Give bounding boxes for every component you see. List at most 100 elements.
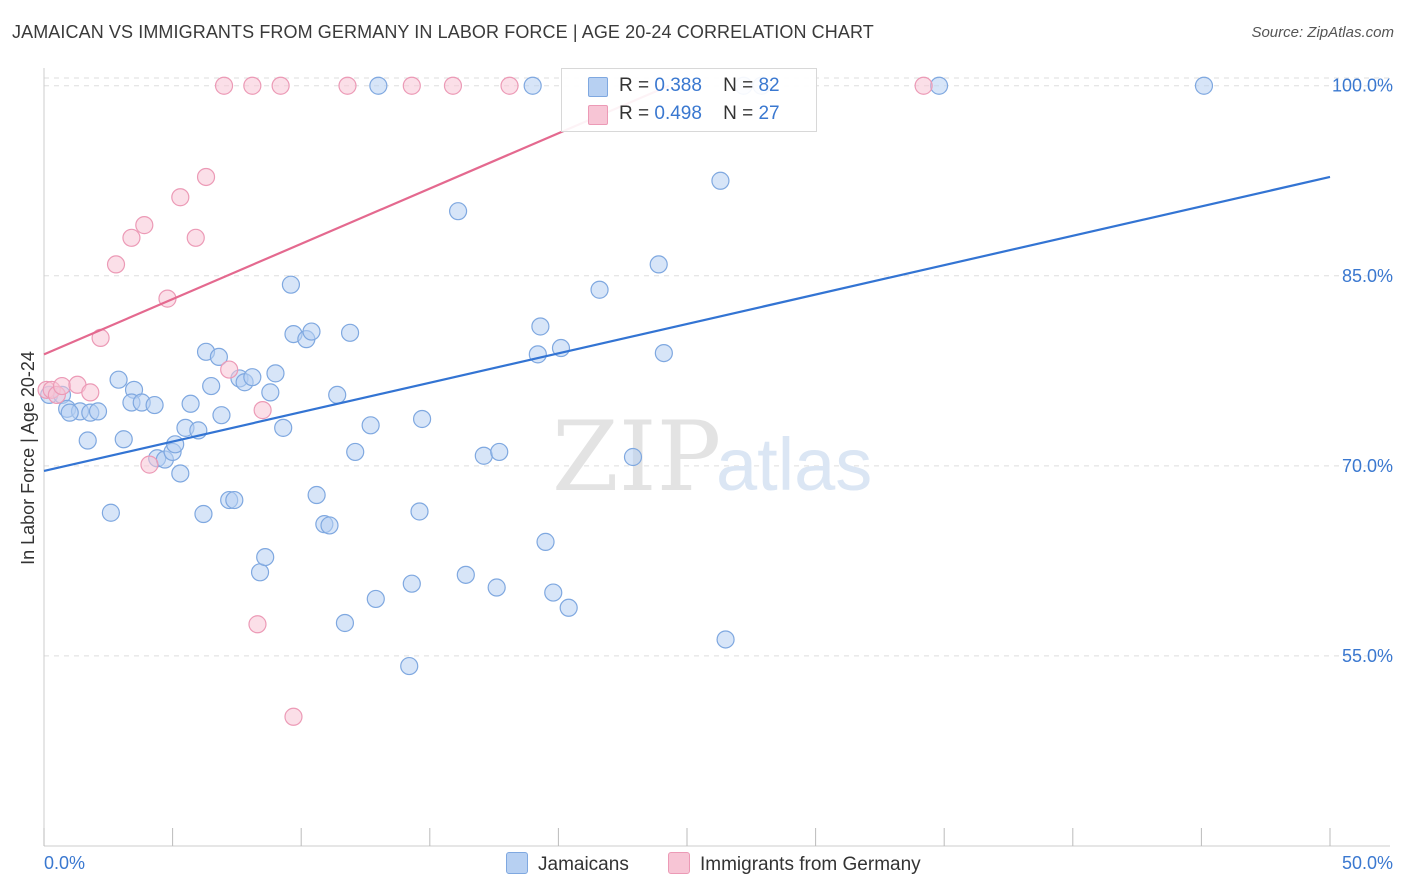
y-tick-label: 70.0% [1342,456,1393,476]
jamaican-point [171,464,190,483]
jamaican-point [274,418,293,437]
germany-point [284,707,303,726]
jamaican-point [202,376,221,396]
germany-point [243,76,262,95]
jamaican-point [361,416,380,435]
jamaican-point [166,435,185,454]
jamaican-point [101,503,120,522]
jamaican-point [929,76,949,95]
germany-point [52,376,72,396]
jamaican-point [1194,76,1214,95]
jamaican-point [335,613,355,633]
legend-r-value-pink: 0.498 [654,103,702,124]
legend-item-jamaicans: Jamaicans [506,852,629,876]
jamaican-point [474,446,493,465]
germany-point [253,401,272,420]
stats-legend: R = 0.388 N = 82 R = 0.498 N = 27 [561,68,817,132]
chart-title: JAMAICAN VS IMMIGRANTS FROM GERMANY IN L… [12,22,874,42]
jamaican-point [654,343,673,363]
axes [43,68,1390,847]
jamaican-point [369,76,388,95]
gridlines [44,77,1390,657]
jamaican-point [212,406,231,425]
jamaican-point [88,402,108,421]
x-tick-label-min: 0.0% [44,853,85,873]
jamaican-point [256,548,275,567]
legend-swatch-blue [588,77,608,97]
jamaican-point [209,347,228,366]
jamaicans-trend-line [43,175,1331,473]
jamaican-point [302,322,321,341]
jamaican-point [487,578,506,597]
watermark-atlas: atlas [716,423,872,506]
germany-point [186,228,205,247]
germany-point [402,76,421,95]
jamaican-point [243,368,262,387]
legend-swatch-pink [668,852,690,874]
germany-point [122,228,141,247]
germany-point [914,76,933,95]
legend-r-label: R = [619,75,650,96]
jamaican-point [649,255,668,274]
jamaican-point [490,442,509,462]
jamaican-point [307,485,326,505]
germany-point [81,383,100,402]
jamaican-point [410,502,429,521]
legend-r-label: R = [619,103,650,124]
germany-point [248,615,267,634]
germany-point [214,76,234,95]
germany-point [443,76,463,95]
jamaican-point [194,504,213,524]
legend-item-germany: Immigrants from Germany [668,852,921,876]
jamaican-point [181,394,200,413]
jamaican-point [328,385,347,405]
germany-point [338,76,357,95]
jamaican-point [145,395,164,415]
jamaican-point [366,589,385,609]
jamaican-point [400,656,419,676]
y-tick-label: 100.0% [1332,76,1393,96]
jamaican-point [340,323,360,342]
y-tick-label: 85.0% [1342,266,1393,286]
germany-point [171,188,190,207]
germany-point [271,76,290,95]
jamaican-point [346,442,365,462]
jamaican-point [448,202,468,221]
y-axis-title: In Labor Force | Age 20-24 [18,351,38,565]
legend-label-jamaicans: Jamaicans [538,854,629,875]
jamaican-point [266,364,285,383]
source-label: Source: ZipAtlas.com [1251,24,1394,41]
jamaican-point [536,532,555,551]
jamaican-point [281,275,301,294]
jamaican-point [402,574,421,593]
jamaican-point [114,430,133,449]
germany-points [37,76,933,726]
legend-n-label: N = [723,103,754,124]
legend-swatch-blue [506,852,528,874]
germany-point [196,167,216,187]
jamaican-point [523,76,542,95]
jamaican-point [320,516,339,535]
jamaican-point [623,447,643,467]
jamaican-point [559,598,578,617]
jamaican-point [412,409,432,429]
jamaican-point [225,490,244,510]
jamaican-point [456,565,475,584]
germany-point [135,216,154,235]
legend-r-value-blue: 0.388 [654,75,702,96]
jamaicans-points [40,76,1214,676]
jamaican-point [109,370,128,389]
x-tick-label-max: 50.0% [1342,853,1393,873]
jamaican-point [261,383,280,402]
legend-label-germany: Immigrants from Germany [700,854,921,875]
jamaican-point [716,630,735,649]
jamaican-point [78,431,97,450]
germany-point [220,360,239,379]
jamaican-point [711,171,730,190]
axis-labels: 55.0% 70.0% 85.0% 100.0% 0.0% 50.0% In Labor F… [18,76,1393,873]
germany-point [500,76,519,95]
germany-point [140,455,159,474]
legend-n-label: N = [723,75,754,96]
